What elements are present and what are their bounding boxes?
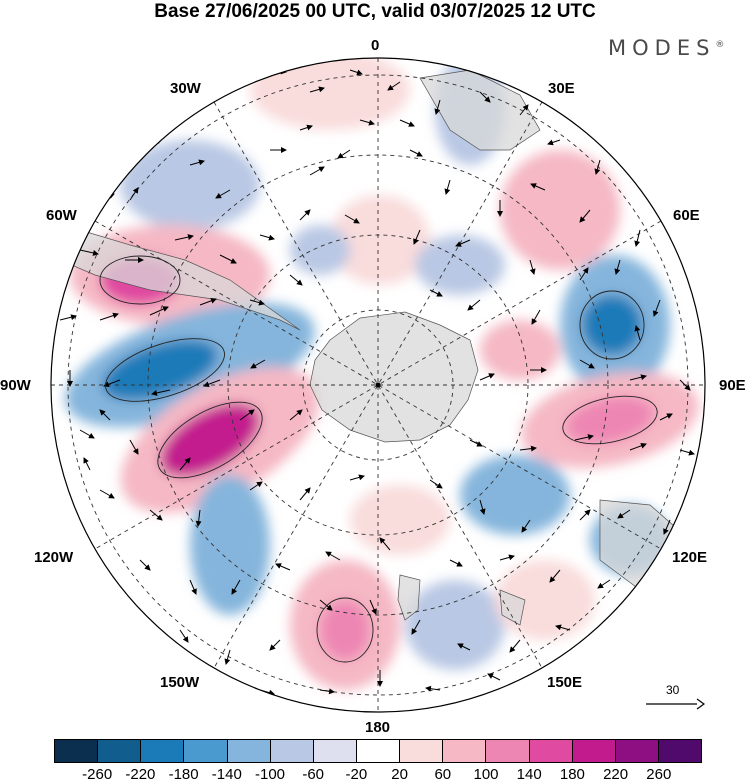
lon-label-30w: 30W (170, 80, 201, 97)
lon-label-120w: 120W (34, 549, 74, 566)
colorbar-tick-label: -100 (254, 766, 286, 783)
colorbar-tick-label: 140 (516, 766, 542, 783)
colorbar-segment (615, 740, 659, 762)
lon-label-180: 180 (365, 719, 391, 736)
colorbar-segment (529, 740, 573, 762)
map-title: Base 27/06/2025 00 UTC, valid 03/07/2025… (154, 1, 596, 22)
colorbar-segment (486, 740, 530, 762)
wind-vectors (59, 68, 695, 696)
colorbar-segment (572, 740, 616, 762)
colorbar-segment (658, 740, 702, 762)
reference-vector-arrow (646, 698, 705, 710)
colorbar-tick-label: -20 (345, 766, 368, 783)
colorbar-segment (270, 740, 314, 762)
colorbar-tick-label: -180 (168, 766, 199, 783)
lon-label-150e: 150E (547, 674, 583, 691)
colorbar-segment (98, 740, 142, 762)
colorbar-segment (227, 740, 271, 762)
reference-vector-label: 30 (666, 683, 680, 697)
colorbar-segment (313, 740, 357, 762)
colorbar (54, 739, 702, 763)
colorbar-tick-label: 260 (646, 766, 672, 783)
colorbar-segment (141, 740, 185, 762)
colorbar-segment (55, 740, 99, 762)
registered-mark: ® (715, 40, 725, 50)
colorbar-segment (400, 740, 444, 762)
lon-label-30e: 30E (548, 80, 575, 97)
colorbar-segment (356, 740, 401, 762)
meridian-lines (51, 58, 705, 712)
colorbar-tick-label: 20 (391, 766, 408, 783)
lon-label-150w: 150W (160, 674, 200, 691)
colorbar-tick-label: -60 (302, 766, 325, 783)
lon-label-90w: 90W (0, 377, 31, 394)
south-pole-marker (375, 382, 381, 388)
lon-label-90e: 90E (719, 377, 746, 394)
colorbar-tick-label: -260 (82, 766, 113, 783)
contour-lines (99, 255, 658, 663)
tasmania (499, 589, 526, 626)
colorbar-tick-label: 60 (434, 766, 452, 783)
lon-label-60w: 60W (46, 207, 77, 224)
colorbar-tick-label: 180 (559, 766, 585, 783)
lon-label-60e: 60E (673, 207, 700, 224)
logo-text: MODES (608, 36, 716, 60)
colorbar-tick-label: 100 (473, 766, 499, 783)
colorbar-segment (184, 740, 228, 762)
colorbar-tick-label: 220 (603, 766, 629, 783)
lon-label-0: 0 (371, 37, 380, 54)
antarctica (309, 311, 479, 443)
colorbar-tick-label: -220 (125, 766, 156, 783)
map-border (50, 57, 706, 713)
modes-logo: MODES® (608, 36, 724, 60)
lon-label-120e: 120E (672, 549, 708, 566)
colorbar-tick-label: -140 (211, 766, 242, 783)
colorbar-segment (443, 740, 487, 762)
new-zealand (397, 574, 421, 621)
